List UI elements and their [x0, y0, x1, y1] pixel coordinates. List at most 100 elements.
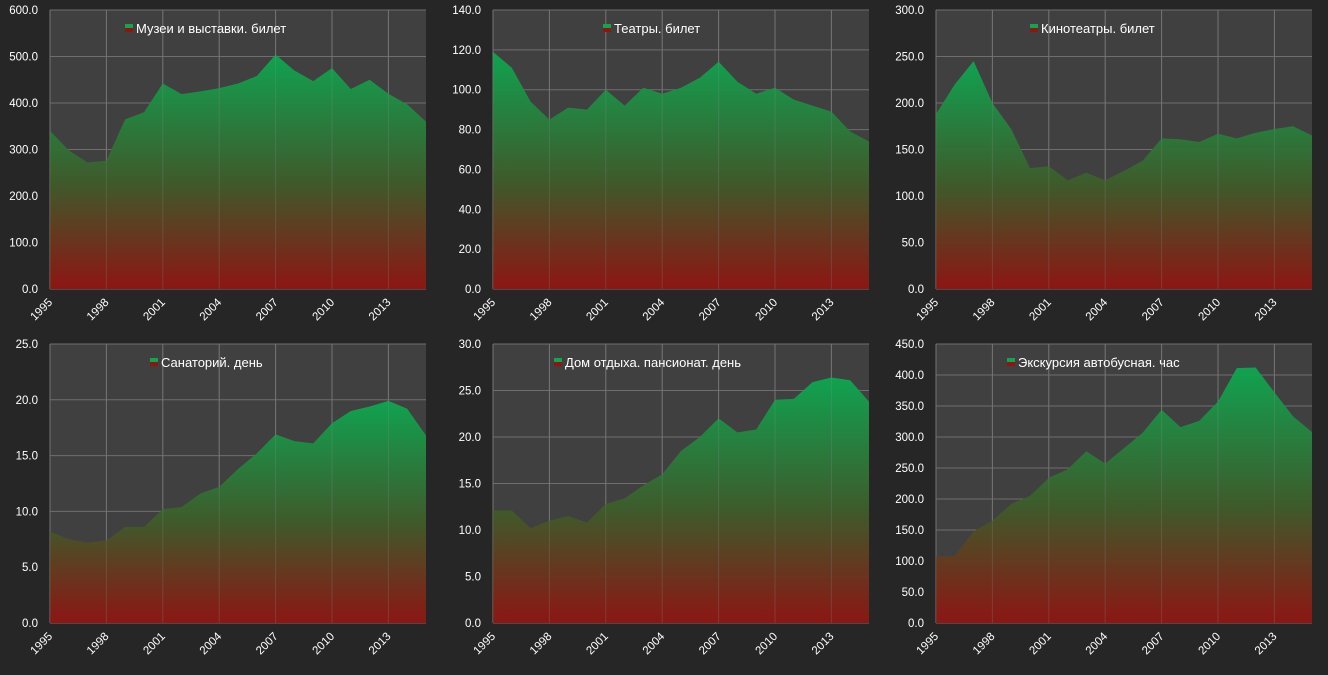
data-point: [406, 103, 408, 105]
y-tick-label: 50.0: [902, 238, 924, 250]
data-point: [293, 69, 295, 71]
data-point: [1236, 367, 1238, 369]
y-tick-label: 15.0: [16, 451, 38, 463]
x-tick-label: 2010: [1197, 297, 1224, 324]
y-tick-label: 0.0: [465, 618, 481, 630]
x-tick-label: 2007: [697, 297, 724, 324]
y-tick-label: 200.0: [895, 98, 924, 110]
area-series: [493, 377, 869, 623]
data-point: [774, 87, 776, 89]
data-point: [1273, 391, 1275, 393]
data-point: [1104, 462, 1106, 464]
data-point: [717, 61, 719, 63]
y-tick-label: 100.0: [895, 191, 924, 203]
x-tick-label: 2013: [810, 631, 837, 658]
y-tick-label: 100.0: [452, 85, 481, 97]
data-point: [293, 440, 295, 442]
legend-label: Кинотеатры. билет: [1041, 21, 1155, 36]
data-point: [1160, 409, 1162, 411]
y-tick-label: 150.0: [895, 145, 924, 157]
data-point: [623, 104, 625, 106]
y-tick-label: 40.0: [459, 204, 481, 216]
data-point: [162, 82, 164, 84]
data-point: [991, 102, 993, 104]
data-point: [218, 486, 220, 488]
area-series: [936, 367, 1312, 623]
data-point: [935, 113, 937, 115]
data-point: [105, 159, 107, 161]
data-point: [68, 149, 70, 151]
y-tick-label: 400.0: [9, 98, 38, 110]
data-point: [105, 539, 107, 541]
legend-swatch: [150, 358, 158, 362]
data-point: [793, 398, 795, 400]
data-point: [387, 400, 389, 402]
data-point: [1029, 495, 1031, 497]
y-tick-label: 30.0: [459, 339, 481, 351]
data-point: [548, 118, 550, 120]
area-series: [493, 51, 869, 289]
legend: Экскурсия автобусная. час: [1007, 355, 1180, 370]
data-point: [680, 450, 682, 452]
data-point: [1198, 420, 1200, 422]
data-point: [312, 442, 314, 444]
y-tick-label: 600.0: [9, 5, 38, 17]
data-point: [406, 408, 408, 410]
data-point: [548, 520, 550, 522]
x-tick-label: 2013: [810, 297, 837, 324]
y-tick-label: 300.0: [9, 145, 38, 157]
x-tick-label: 2001: [141, 297, 168, 324]
data-point: [755, 428, 757, 430]
x-tick-label: 2007: [697, 631, 724, 658]
area-series: [50, 400, 426, 623]
data-point: [218, 87, 220, 89]
x-tick-label: 2004: [198, 296, 225, 323]
data-point: [849, 130, 851, 132]
data-point: [935, 555, 937, 557]
data-point: [350, 410, 352, 412]
data-point: [642, 484, 644, 486]
x-tick-label: 2010: [311, 297, 338, 324]
data-point: [868, 140, 870, 142]
y-tick-label: 0.0: [22, 618, 38, 630]
data-point: [1254, 132, 1256, 134]
y-tick-label: 300.0: [895, 5, 924, 17]
x-tick-label: 1998: [85, 631, 112, 658]
data-point: [586, 521, 588, 523]
data-point: [991, 520, 993, 522]
x-tick-label: 2004: [641, 630, 668, 657]
data-point: [68, 538, 70, 540]
legend: Музеи и выставки. билет: [125, 21, 286, 36]
y-tick-label: 400.0: [895, 370, 924, 382]
data-point: [623, 497, 625, 499]
y-tick-label: 0.0: [22, 284, 38, 296]
data-point: [1273, 128, 1275, 130]
y-tick-label: 150.0: [895, 525, 924, 537]
data-point: [954, 83, 956, 85]
data-point: [274, 433, 276, 435]
legend-swatch: [150, 362, 158, 366]
data-point: [1142, 431, 1144, 433]
chart-panel-6: 0.0 50.0 100.0 150.0 200.0 250.0 300.0 350.0 400…: [895, 339, 1312, 657]
data-point: [811, 104, 813, 106]
x-tick-label: 1995: [915, 297, 942, 324]
x-tick-label: 2013: [1253, 297, 1280, 324]
chart-panel-2: 0.0 20.0 40.0 60.0 80.0 100.0 120.0 140.0 1995 19…: [452, 5, 870, 324]
x-tick-label: 2001: [584, 297, 611, 324]
data-point: [1292, 415, 1294, 417]
y-tick-label: 100.0: [895, 556, 924, 568]
data-point: [774, 399, 776, 401]
y-tick-label: 500.0: [9, 52, 38, 64]
x-tick-label: 2007: [254, 297, 281, 324]
x-tick-label: 2007: [1140, 297, 1167, 324]
chart-panel-4: 0.0 5.0 10.0 15.0 20.0 25.0 1995 1998 2001 2004 20…: [16, 339, 426, 658]
data-point: [143, 111, 145, 113]
data-point: [567, 515, 569, 517]
data-point: [755, 93, 757, 95]
data-point: [162, 508, 164, 510]
data-point: [368, 405, 370, 407]
legend-swatch: [554, 358, 562, 362]
data-point: [680, 87, 682, 89]
data-point: [180, 506, 182, 508]
